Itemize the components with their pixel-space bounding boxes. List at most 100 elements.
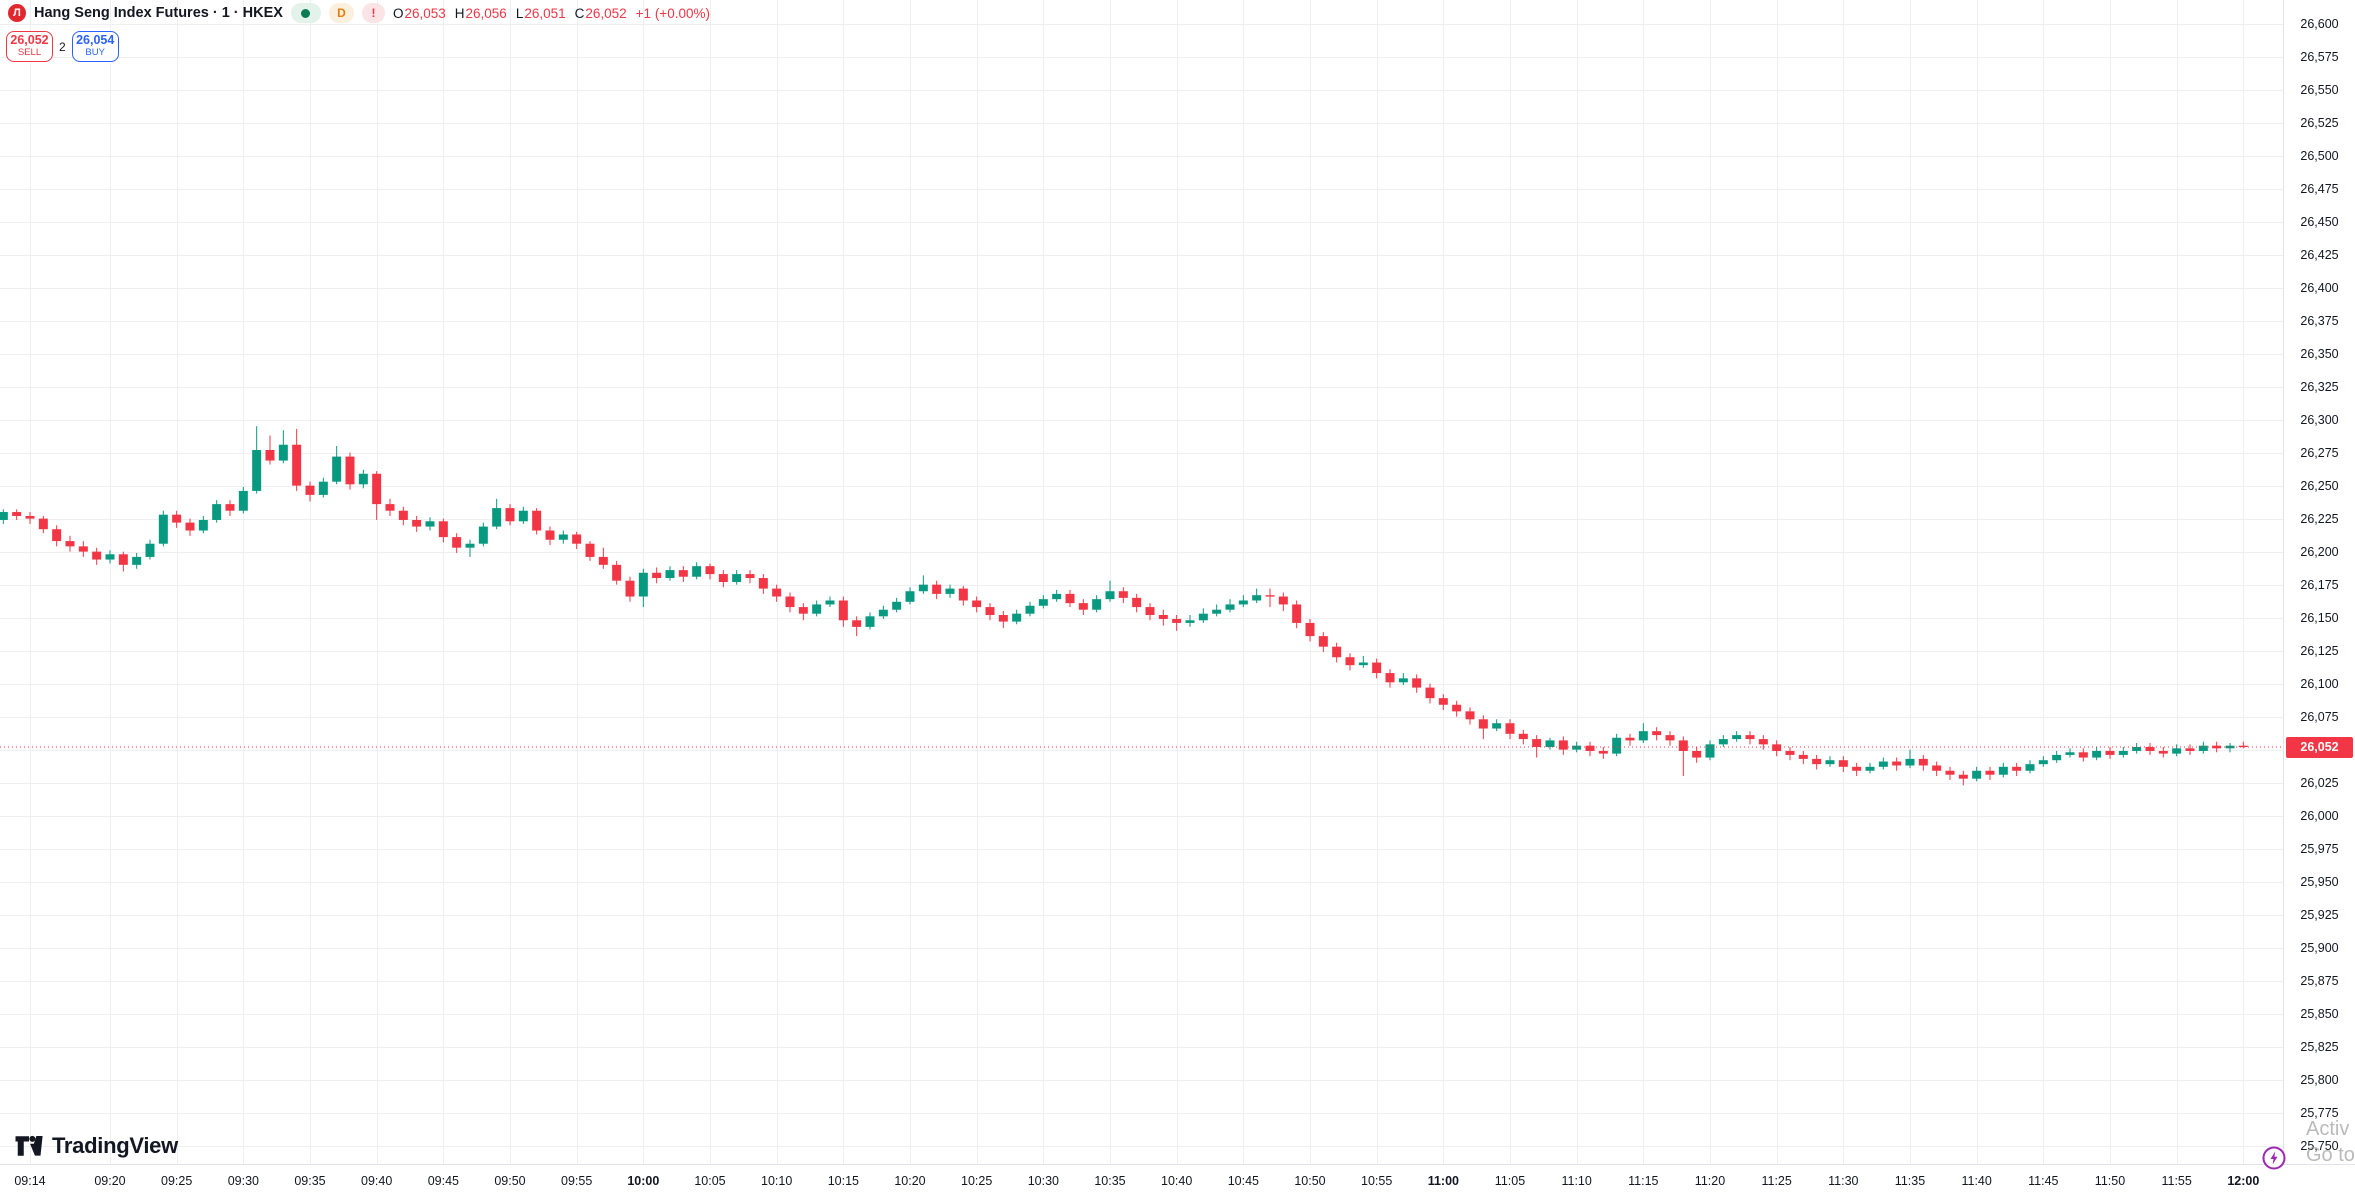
candle — [1972, 766, 1982, 782]
time-tick-label: 11:00 — [1427, 1174, 1459, 1188]
candle — [225, 500, 235, 516]
candle — [2185, 744, 2195, 755]
market-open-status-chip[interactable] — [290, 3, 321, 23]
symbol-logo-icon[interactable]: Л — [8, 4, 26, 22]
candle-body — [1372, 662, 1382, 674]
candle-body — [1812, 758, 1822, 765]
price-tick-label: 26,075 — [2300, 709, 2339, 724]
candle — [638, 568, 648, 608]
candle-body — [1492, 723, 1502, 729]
price-tick-label: 25,875 — [2300, 973, 2339, 988]
candle-body — [1852, 766, 1862, 771]
candle — [1425, 683, 1435, 704]
price-tick-label: 25,850 — [2300, 1006, 2339, 1021]
sell-button[interactable]: 26,052 SELL — [6, 31, 53, 62]
candle — [1212, 604, 1222, 617]
candle-body — [1758, 739, 1768, 745]
candle — [1998, 762, 2008, 778]
candle-body — [1825, 760, 1835, 765]
candle — [212, 500, 222, 523]
candle-body — [2025, 764, 2035, 771]
candle — [2092, 747, 2102, 761]
candle — [1345, 653, 1355, 671]
trade-button-panel: 26,052 SELL 2 26,054 BUY — [6, 31, 119, 62]
buy-price: 26,054 — [76, 33, 115, 48]
candle — [398, 506, 408, 526]
candle — [1052, 589, 1062, 602]
candle — [305, 481, 315, 502]
candle-body — [865, 616, 875, 627]
time-tick-label: 10:25 — [961, 1174, 993, 1188]
candle-body — [2198, 745, 2208, 751]
candle-body — [1745, 735, 1755, 740]
candle — [2158, 747, 2168, 758]
buy-button[interactable]: 26,054 BUY — [71, 31, 119, 62]
candle — [865, 612, 875, 630]
candle — [492, 498, 502, 530]
candle — [2025, 760, 2035, 774]
candle — [732, 570, 742, 585]
open-key: O — [392, 5, 404, 21]
candle-body — [652, 572, 662, 579]
candle — [2118, 747, 2128, 758]
candle-body — [1585, 745, 1595, 751]
candle-body — [92, 551, 102, 560]
time-tick-label: 10:40 — [1161, 1174, 1193, 1188]
candle-body — [385, 504, 395, 511]
candle — [1918, 754, 1928, 771]
time-tick-label: 11:45 — [2028, 1174, 2059, 1188]
candle-body — [798, 607, 808, 614]
low-value: 26,051 — [524, 5, 566, 21]
candle-body — [2092, 750, 2102, 758]
candle — [918, 575, 928, 594]
candlestick-plot[interactable] — [0, 0, 2283, 1164]
delayed-data-chip[interactable]: D — [328, 3, 354, 23]
chart-header: Л Hang Seng Index Futures · 1 · HKEX D !… — [8, 3, 710, 23]
data-issue-alert-chip[interactable]: ! — [361, 3, 385, 23]
tradingview-logo-icon — [15, 1135, 43, 1156]
candle — [1825, 756, 1835, 767]
candle-body — [692, 566, 702, 577]
candle-body — [252, 450, 262, 491]
candle — [2238, 741, 2248, 749]
candle — [1878, 757, 1888, 770]
candle-body — [1892, 761, 1902, 766]
candle-body — [1332, 646, 1342, 658]
candle — [1985, 766, 1995, 780]
candle — [265, 435, 275, 465]
grid — [0, 0, 2283, 1164]
candle-body — [2238, 745, 2248, 748]
price-tick-label: 26,350 — [2300, 346, 2339, 361]
candle-body — [1998, 766, 2008, 775]
candle — [1078, 599, 1088, 615]
candle — [545, 526, 555, 546]
candle — [1438, 694, 1448, 711]
time-axis[interactable]: 09:14 09:20 09:25 09:30 09:35 09:40 09:45 09:50… — [0, 1164, 2355, 1196]
time-tick-label: 09:50 — [494, 1174, 526, 1188]
candle — [852, 616, 862, 637]
candle-body — [1798, 754, 1808, 759]
candle — [385, 498, 395, 516]
candle — [532, 508, 542, 535]
candle — [1745, 731, 1755, 745]
market-open-dot-icon — [301, 8, 311, 18]
candle — [78, 541, 88, 557]
candle — [825, 596, 835, 608]
candle — [1678, 736, 1688, 777]
symbol-title[interactable]: Hang Seng Index Futures · 1 · HKEX — [34, 5, 283, 21]
candle-body — [1638, 731, 1648, 741]
time-tick-label: 09:40 — [361, 1174, 393, 1188]
candle-body — [718, 574, 728, 582]
candle-body — [212, 504, 222, 520]
candle-body — [1932, 765, 1942, 771]
price-tick-label: 25,900 — [2300, 940, 2339, 955]
price-axis[interactable]: 26,600 26,575 26,550 26,525 26,500 26,475 26,4… — [2283, 0, 2355, 1164]
candle — [372, 471, 382, 520]
tradingview-logo[interactable]: TradingView — [14, 1133, 178, 1159]
candle-body — [1252, 595, 1262, 601]
candle-body — [452, 537, 462, 548]
candle-body — [118, 554, 128, 565]
candle-body — [305, 485, 315, 495]
candle-body — [238, 490, 248, 511]
instant-data-lightning-icon[interactable] — [2262, 1146, 2286, 1170]
